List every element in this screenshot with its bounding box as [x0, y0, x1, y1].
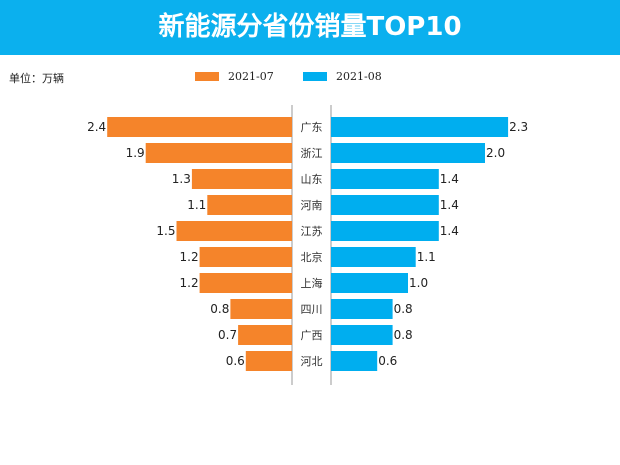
- bar-2021-08: [331, 221, 439, 241]
- bar-2021-07: [191, 169, 292, 189]
- bar-2021-08: [331, 247, 416, 267]
- legend-swatch-blue: [303, 72, 327, 81]
- bar-2021-08: [331, 273, 408, 293]
- bar-2021-08: [331, 325, 393, 345]
- data-label-2021-08: 1.4: [440, 224, 459, 238]
- bar-2021-07: [230, 299, 292, 319]
- data-label-2021-08: 1.1: [417, 250, 436, 264]
- legend-label: 2021-07: [228, 70, 274, 83]
- data-label-2021-07: 2.4: [87, 120, 106, 134]
- bar-2021-07: [176, 221, 292, 241]
- category-label: 广东: [301, 121, 323, 134]
- bar-2021-07: [207, 195, 292, 215]
- legend-label: 2021-08: [336, 70, 382, 83]
- bar-2021-08: [331, 117, 509, 137]
- data-label-2021-07: 1.2: [180, 276, 199, 290]
- data-label-2021-08: 0.8: [394, 328, 413, 342]
- data-label-2021-07: 1.2: [180, 250, 199, 264]
- bar-2021-07: [199, 273, 292, 293]
- category-label: 河北: [301, 355, 323, 368]
- bar-2021-07: [145, 143, 292, 163]
- data-label-2021-08: 2.0: [486, 146, 505, 160]
- bar-2021-07: [238, 325, 292, 345]
- bar-2021-08: [331, 351, 378, 371]
- data-label-2021-08: 0.6: [378, 354, 397, 368]
- data-label-2021-07: 0.8: [210, 302, 229, 316]
- chart-title: 新能源分省份销量TOP10: [0, 0, 620, 55]
- legend-item-2021-07: 2021-07: [195, 70, 274, 83]
- data-label-2021-08: 2.3: [509, 120, 528, 134]
- data-label-2021-07: 1.1: [187, 198, 206, 212]
- bar-2021-08: [331, 169, 439, 189]
- category-label: 上海: [301, 276, 323, 290]
- data-label-2021-07: 0.6: [226, 354, 245, 368]
- bar-2021-07: [107, 117, 292, 137]
- legend-swatch-orange: [195, 72, 219, 81]
- data-label-2021-08: 1.4: [440, 172, 459, 186]
- legend-item-2021-08: 2021-08: [303, 70, 382, 83]
- category-label: 河南: [301, 199, 323, 212]
- data-label-2021-07: 1.9: [126, 146, 145, 160]
- data-label-2021-08: 1.0: [409, 276, 428, 290]
- bar-2021-07: [245, 351, 292, 371]
- category-label: 四川: [301, 303, 323, 316]
- data-label-2021-07: 1.5: [156, 224, 175, 238]
- category-label: 江苏: [301, 225, 323, 238]
- category-label: 浙江: [301, 147, 323, 160]
- bar-2021-07: [199, 247, 292, 267]
- bar-2021-08: [331, 143, 485, 163]
- data-label-2021-08: 0.8: [394, 302, 413, 316]
- data-label-2021-07: 0.7: [218, 328, 237, 342]
- category-label: 广西: [301, 329, 323, 342]
- unit-label: 单位：万辆: [9, 72, 64, 85]
- category-label: 北京: [301, 250, 323, 264]
- data-label-2021-08: 1.4: [440, 198, 459, 212]
- bar-2021-08: [331, 299, 393, 319]
- category-label: 山东: [301, 173, 323, 186]
- data-label-2021-07: 1.3: [172, 172, 191, 186]
- bar-2021-08: [331, 195, 439, 215]
